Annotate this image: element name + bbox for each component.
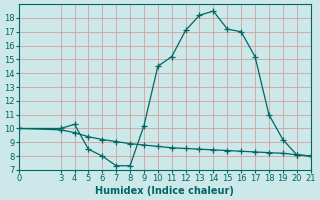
X-axis label: Humidex (Indice chaleur): Humidex (Indice chaleur) — [95, 186, 234, 196]
